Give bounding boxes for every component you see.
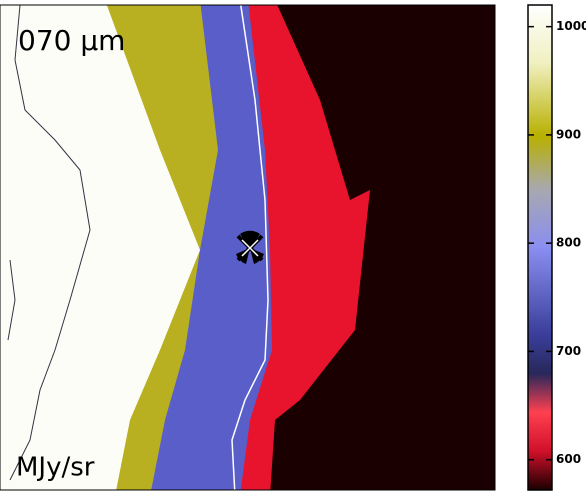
unit-label: MJy/sr [16, 453, 95, 483]
band-label: 070 μm [18, 24, 125, 57]
white-region [0, 5, 200, 490]
contour-white [231, 5, 269, 490]
tick-label: 700 [556, 344, 581, 358]
contour-navy [9, 5, 91, 481]
tick-label: 800 [556, 236, 581, 250]
tick-label: 900 [556, 127, 581, 141]
colorbar [527, 4, 553, 491]
image-panel [0, 5, 495, 490]
contour-navy [7, 259, 16, 341]
panel-border [0, 4, 496, 491]
marker [236, 230, 264, 264]
tick-label: 1000 [556, 19, 586, 33]
tick-label: 600 [556, 452, 581, 466]
